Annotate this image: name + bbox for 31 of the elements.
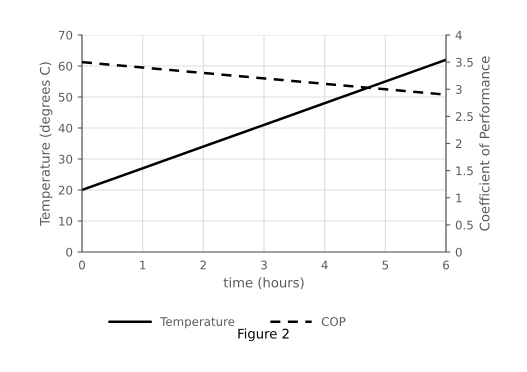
y-tick-label: 40: [58, 124, 72, 133]
y-tick-label: 60: [58, 62, 72, 71]
legend-label: COP: [322, 317, 346, 326]
y-tick-label: 50: [58, 92, 72, 102]
y-tick-label: 70: [58, 30, 72, 40]
line-series: [82, 58, 446, 192]
y-tick-label: 30: [58, 154, 72, 164]
x-tick-label: 5: [382, 260, 388, 270]
y2-tick-label: 3.5: [456, 58, 473, 67]
x-tick-label: 1: [140, 260, 146, 270]
y2-tick-label: 1.5: [456, 166, 473, 176]
x-tick-label: 4: [321, 260, 328, 270]
y2-axis-title: Coefficient of Performance: [479, 56, 490, 231]
y2-tick-label: 1: [456, 194, 462, 202]
y-tick-label: 0: [66, 248, 72, 257]
legend-label: Temperature: [160, 317, 234, 328]
y-tick-label: 10: [59, 216, 72, 226]
y2-tick-label: 2: [456, 139, 462, 148]
y-axis-title: Temperature (degrees C): [40, 62, 52, 226]
y2-tick-label: 0.5: [456, 220, 473, 230]
x-tick-label: 6: [443, 260, 450, 270]
y2-tick-label: 3: [456, 84, 462, 94]
y2-tick-label: 0: [456, 248, 462, 257]
y2-tick-label: 4: [456, 30, 462, 40]
x-axis-title: time (hours): [224, 277, 304, 290]
caption: Figure 2: [238, 328, 289, 342]
x-tick-label: 2: [200, 260, 206, 270]
x-tick-label: 3: [261, 260, 267, 270]
x-tick-label: 0: [79, 260, 85, 270]
y-tick-label: 20: [58, 186, 72, 195]
y2-tick-label: 2.5: [456, 112, 473, 122]
